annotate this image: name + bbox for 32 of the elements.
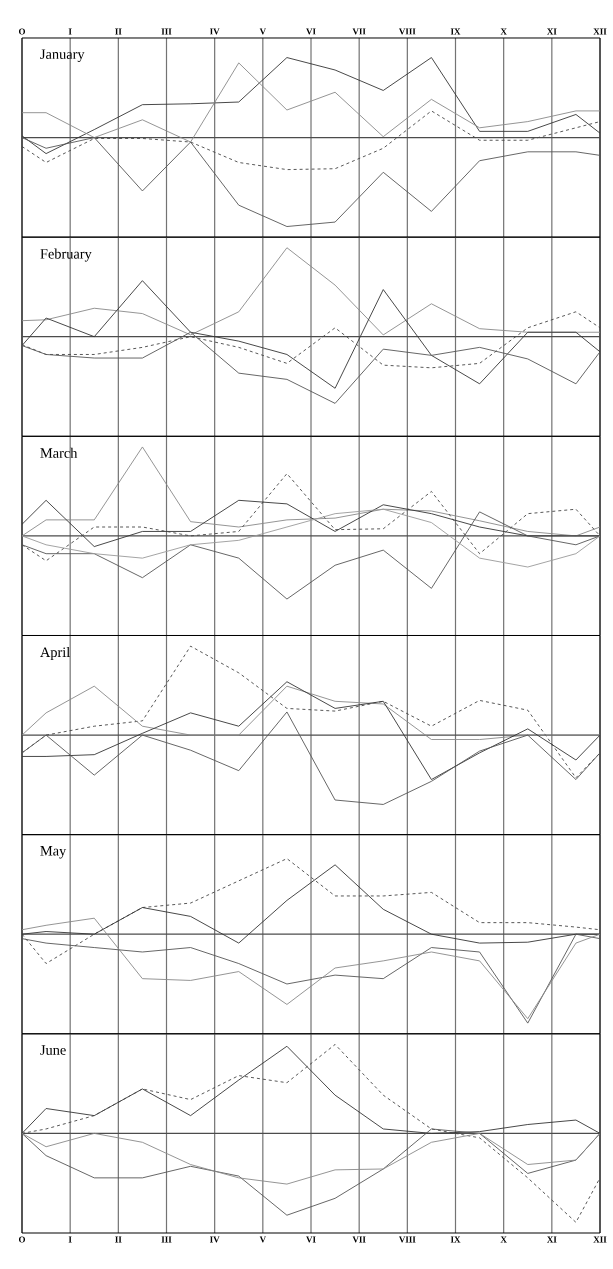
x-tick-label: III <box>161 28 172 35</box>
x-tick-label: XI <box>547 1236 557 1243</box>
x-tick-label: O <box>18 1236 26 1243</box>
x-tick-label: VI <box>306 1236 316 1243</box>
chart-title: February <box>40 248 92 262</box>
x-tick-label: XII <box>593 28 607 35</box>
x-tick-label: O <box>18 28 26 35</box>
chart-title: March <box>40 447 78 458</box>
x-tick-label: IV <box>209 1236 220 1243</box>
x-tick-label: VIII <box>398 1236 416 1243</box>
x-tick-label: XI <box>547 28 557 35</box>
x-tick-label: I <box>68 28 72 35</box>
x-tick-label: VIII <box>398 28 416 35</box>
x-tick-label: VI <box>306 28 316 35</box>
x-tick-label: X <box>500 28 507 35</box>
x-tick-label: VII <box>352 28 366 35</box>
x-tick-label: VII <box>352 1236 366 1243</box>
x-tick-label: IX <box>450 1236 461 1243</box>
chart-title: April <box>40 646 70 660</box>
chart-title: January <box>40 49 85 62</box>
x-tick-label: V <box>259 1236 266 1243</box>
chart-title: June <box>40 1045 66 1055</box>
x-tick-label: II <box>115 1236 122 1243</box>
x-tick-label: V <box>259 28 266 35</box>
x-tick-label: X <box>500 1236 507 1243</box>
x-tick-label: II <box>115 28 122 35</box>
x-tick-label: IX <box>450 28 461 35</box>
chart-title: May <box>40 846 67 859</box>
x-tick-label: I <box>68 1236 72 1243</box>
x-tick-label: XII <box>593 1236 607 1243</box>
x-tick-label: IV <box>209 28 220 35</box>
x-tick-label: III <box>161 1236 172 1243</box>
